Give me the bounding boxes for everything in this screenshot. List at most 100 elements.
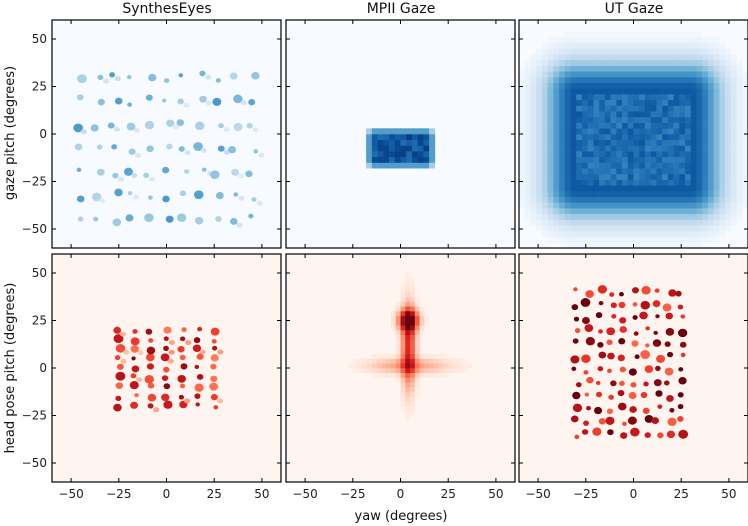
heatmap-cell <box>616 236 623 243</box>
heatmap-cell <box>639 191 646 197</box>
heatmap-cells <box>348 273 473 421</box>
heatmap-blob <box>194 383 204 392</box>
heatmap-cell <box>524 156 531 163</box>
heatmap-blob-halo <box>184 398 191 404</box>
heatmap-cell <box>622 202 629 209</box>
heatmap-blob <box>619 317 627 324</box>
heatmap-cell <box>604 59 611 66</box>
heatmap-cell <box>679 219 686 226</box>
heatmap-blob <box>210 375 218 383</box>
heatmap-cell <box>702 213 709 220</box>
heatmap-cell <box>376 368 382 374</box>
heatmap-cell <box>530 145 537 152</box>
heatmap-blob <box>97 98 105 106</box>
heatmap-cell <box>690 48 697 55</box>
heatmap-cell <box>587 37 594 44</box>
heatmap-blob <box>196 373 204 380</box>
heatmap-cell <box>371 358 377 364</box>
heatmap-cell <box>736 213 743 220</box>
heatmap-blob-halo <box>223 126 230 132</box>
heatmap-blob <box>617 402 627 411</box>
heatmap-cell <box>405 349 411 355</box>
heatmap-cell <box>707 139 714 146</box>
heatmap-cell <box>438 358 444 364</box>
heatmap-cell <box>547 99 554 106</box>
heatmap-cell <box>524 139 531 146</box>
heatmap-cell <box>587 116 594 123</box>
heatmap-cell <box>644 122 651 129</box>
heatmap-cell <box>616 94 623 101</box>
heatmap-cell <box>395 372 401 378</box>
heatmap-cell <box>564 225 571 232</box>
heatmap-cell <box>696 139 703 146</box>
heatmap-cell <box>366 139 373 146</box>
heatmap-cell <box>667 185 674 192</box>
heatmap-cell <box>386 358 392 364</box>
heatmap-cell <box>553 116 560 123</box>
heatmap-cell <box>559 37 566 44</box>
heatmap-cell <box>707 94 714 101</box>
heatmap-cell <box>419 306 425 312</box>
heatmap-blob <box>619 366 626 373</box>
heatmap-cell <box>410 406 416 412</box>
heatmap-cell <box>576 156 583 163</box>
heatmap-cell <box>564 48 571 55</box>
heatmap-cell <box>414 349 420 355</box>
heatmap-blob-halo <box>148 176 155 182</box>
subplot-ut-gaze-0-2 <box>518 19 748 249</box>
heatmap-cell <box>656 151 663 158</box>
heatmap-cell <box>564 242 571 248</box>
heatmap-blob <box>199 95 207 103</box>
heatmap-cell <box>547 196 554 203</box>
heatmap-cell <box>713 213 720 220</box>
heatmap-cell <box>707 134 714 140</box>
heatmap-cell <box>536 94 543 101</box>
heatmap-cell <box>410 410 416 416</box>
heatmap-cell <box>438 353 444 359</box>
heatmap-cell <box>639 37 646 44</box>
heatmap-cell <box>593 145 600 152</box>
heatmap-cell <box>742 168 748 175</box>
heatmap-cell <box>553 151 560 158</box>
heatmap-blob <box>667 417 677 427</box>
heatmap-cell <box>730 111 737 118</box>
heatmap-cell <box>633 179 640 186</box>
heatmap-cell <box>559 236 566 243</box>
heatmap-cell <box>599 213 606 220</box>
heatmap-cell <box>707 236 714 243</box>
heatmap-cell <box>581 111 588 118</box>
heatmap-cell <box>564 94 571 101</box>
heatmap-cell <box>405 410 411 416</box>
heatmap-cell <box>438 368 444 374</box>
heatmap-cell <box>553 236 560 243</box>
heatmap-cell <box>610 54 617 61</box>
heatmap-cell <box>593 196 600 203</box>
heatmap-blob-halo <box>258 152 265 158</box>
heatmap-cell <box>639 94 646 101</box>
heatmap-cell <box>559 99 566 106</box>
heatmap-cell <box>604 242 611 248</box>
heatmap-cell <box>696 82 703 89</box>
heatmap-cell <box>616 82 623 89</box>
heatmap-cell <box>593 48 600 55</box>
heatmap-cell <box>633 156 640 163</box>
heatmap-blob <box>251 71 260 80</box>
heatmap-cell <box>690 173 697 180</box>
heatmap-cell <box>576 37 583 44</box>
heatmap-cell <box>419 358 425 364</box>
heatmap-cell <box>707 168 714 175</box>
heatmap-cell <box>707 99 714 106</box>
heatmap-cell <box>530 139 537 146</box>
heatmap-cell <box>581 82 588 89</box>
heatmap-cell <box>400 344 406 350</box>
heatmap-cell <box>570 156 577 163</box>
heatmap-cell <box>650 71 657 78</box>
heatmap-cell <box>650 54 657 61</box>
heatmap-cell <box>381 363 387 369</box>
heatmap-cell <box>410 372 416 378</box>
heatmap-cell <box>564 191 571 197</box>
heatmap-cell <box>679 213 686 220</box>
heatmap-cell <box>639 99 646 106</box>
heatmap-cell <box>725 128 732 135</box>
heatmap-cell <box>622 185 629 192</box>
